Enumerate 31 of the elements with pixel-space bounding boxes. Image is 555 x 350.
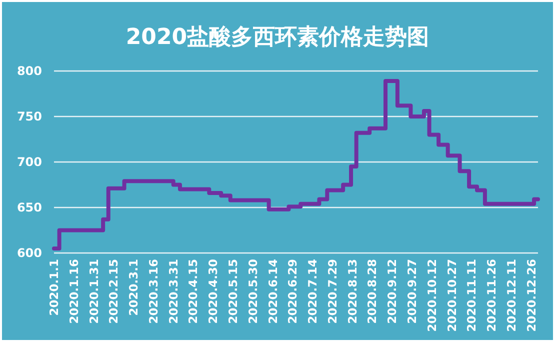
x-tick-label: 2020.3.16 [146,259,160,324]
x-tick-label: 2020.5.15 [226,259,240,324]
y-tick-label: 750 [16,110,42,124]
x-tick-label: 2020.7.29 [325,259,340,324]
x-tick-label: 2020.3.31 [166,259,180,324]
x-tick-label: 2020.11.26 [484,259,499,332]
y-tick-label: 800 [16,64,42,78]
x-tick-label: 2020.4.30 [206,259,220,324]
x-tick-label: 2020.1.16 [66,259,81,324]
chart-title: 2020盐酸多西环素价格走势图 [126,25,430,50]
x-tick-label: 2020.10.12 [424,259,439,332]
x-tick-label: 2020.12.26 [524,259,538,332]
x-tick-label: 2020.12.11 [504,259,518,332]
x-tick-label: 2020.6.29 [286,259,300,324]
x-tick-label: 2020.11.11 [464,259,479,332]
x-tick-label: 2020.2.15 [106,259,121,324]
x-tick-label: 2020.10.27 [444,259,459,332]
x-tick-label: 2020.8.28 [365,259,380,324]
x-tick-label: 2020.1.31 [86,259,101,324]
x-tick-label: 2020.6.14 [266,259,280,324]
x-tick-label: 2020.9.12 [385,259,400,324]
x-tick-label: 2020.5.30 [246,259,260,324]
y-tick-label: 700 [16,155,42,169]
x-tick-label: 2020.4.15 [186,259,200,324]
x-tick-label: 2020.3.1 [126,259,141,316]
x-tick-label: 2020.8.13 [345,259,360,324]
y-tick-label: 650 [16,200,42,214]
y-tick-label: 600 [16,246,42,260]
x-tick-label: 2020.1.1 [47,259,61,316]
x-tick-label: 2020.7.14 [306,259,320,324]
x-tick-label: 2020.9.27 [405,259,420,324]
